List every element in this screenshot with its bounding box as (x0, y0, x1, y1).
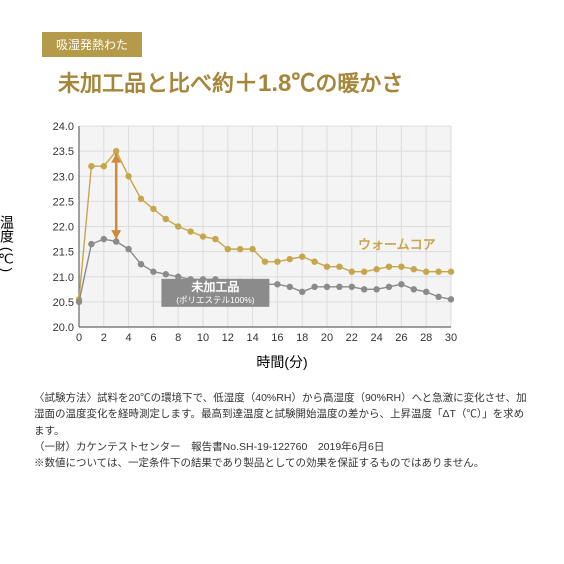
svg-text:30: 30 (445, 332, 457, 344)
footnote-block: 〈試験方法〉試料を20℃の環境下で、低湿度（40%RH）から高湿度（90%RH）… (34, 390, 530, 471)
footnote-line: 〈試験方法〉試料を20℃の環境下で、低湿度（40%RH）から高湿度（90%RH）… (34, 390, 530, 439)
svg-text:6: 6 (150, 332, 156, 344)
svg-text:24: 24 (370, 332, 382, 344)
svg-text:14: 14 (246, 332, 258, 344)
svg-text:20: 20 (321, 332, 333, 344)
footnote-line: （一財）カケンテストセンター 報告書No.SH-19-122760 2019年6… (34, 439, 530, 455)
svg-text:10: 10 (197, 332, 209, 344)
headline-post: の暖かさ (315, 71, 403, 96)
line-chart: 20.020.521.021.522.022.523.023.524.00246… (47, 120, 457, 345)
svg-text:20.0: 20.0 (53, 322, 74, 334)
headline: 未加工品と比べ約＋1.8℃の暖かさ (58, 63, 564, 98)
svg-text:22.5: 22.5 (53, 196, 74, 208)
svg-text:23.0: 23.0 (53, 171, 74, 183)
svg-text:0: 0 (76, 332, 82, 344)
svg-text:18: 18 (296, 332, 308, 344)
y-axis-label: 温度 (℃) (0, 215, 17, 272)
svg-text:20.5: 20.5 (53, 297, 74, 309)
footnote-line: ※数値については、一定条件下の結果であり製品としての効果を保証するものではありま… (34, 455, 530, 471)
svg-text:(ポリエステル100%): (ポリエステル100%) (176, 295, 255, 305)
x-axis-label: 時間(分) (47, 352, 517, 372)
chart-container: 温度 (℃) 20.020.521.021.522.022.523.023.52… (47, 120, 517, 372)
svg-text:8: 8 (175, 332, 181, 344)
category-badge: 吸湿発熱わた (42, 32, 142, 57)
svg-text:2: 2 (101, 332, 107, 344)
svg-text:4: 4 (126, 332, 132, 344)
svg-text:24.0: 24.0 (53, 121, 74, 133)
svg-text:21.0: 21.0 (53, 272, 74, 284)
svg-text:21.5: 21.5 (53, 247, 74, 259)
svg-text:12: 12 (222, 332, 234, 344)
svg-text:22.0: 22.0 (53, 222, 74, 234)
svg-text:28: 28 (420, 332, 432, 344)
svg-text:22: 22 (346, 332, 358, 344)
svg-text:23.5: 23.5 (53, 146, 74, 158)
headline-delta: ＋1.8℃ (234, 70, 315, 97)
svg-text:16: 16 (271, 332, 283, 344)
headline-pre: 未加工品と比べ約 (58, 71, 234, 96)
svg-text:未加工品: 未加工品 (190, 279, 239, 294)
svg-text:26: 26 (395, 332, 407, 344)
svg-text:ウォームコア: ウォームコア (358, 237, 436, 252)
